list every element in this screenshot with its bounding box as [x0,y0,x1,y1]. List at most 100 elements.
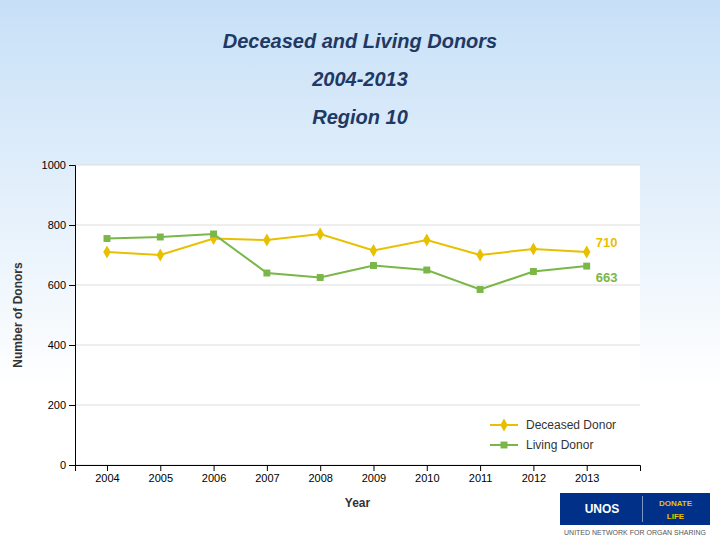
point [316,228,323,241]
grid-line [75,225,640,226]
y-axis-line [69,166,76,466]
x-tick: 2007 [255,465,279,484]
y-tick: 800 [48,219,75,231]
point [370,262,377,269]
logo-text: UNOS [585,502,620,516]
grid [75,165,640,465]
x-tick-label: 2005 [149,472,173,484]
legend-label: Deceased Donor [526,418,616,432]
point [317,274,324,281]
x-tick-label: 2012 [522,472,546,484]
x-tick: 2013 [575,465,599,484]
logo-text: DONATE [659,499,693,508]
x-tick: 2010 [415,465,439,484]
y-axis: 0 200 400 600 800 1000 [42,159,76,471]
logo: UNOSDONATELIFEUNITED NETWORK FOR ORGAN S… [560,493,710,536]
plot: 2004 2005 2006 2007 2008 2009 2010 2011 2012 2013… [42,159,641,484]
point [476,249,483,262]
x-tick-label: 2009 [362,472,386,484]
y-tick: 600 [48,279,75,291]
x-axis-title: Year [345,496,371,510]
x-axis-line [76,466,641,472]
x-tick-label: 2004 [95,472,119,484]
x-tick-label: 2006 [202,472,226,484]
point [157,249,164,262]
x-tick-label: 2007 [255,472,279,484]
subtitle: 2004-2013 [311,68,408,90]
y-tick: 0 [60,459,75,471]
x-tick: 2009 [362,465,386,484]
point [477,286,484,293]
legend-item: Deceased Donor [490,418,616,432]
legend-item: Living Donor [490,438,593,452]
y-tick-mark [69,405,75,406]
x-tick-mark [587,465,588,471]
y-tick-mark [69,225,75,226]
y-tick-label: 400 [48,339,66,351]
x-tick: 2008 [308,465,332,484]
y-tick-label: 600 [48,279,66,291]
data [103,228,590,293]
point [423,234,430,247]
series-line [107,234,587,255]
point [210,231,217,238]
logo-box [560,493,710,525]
x-tick: 2004 [95,465,119,484]
legend-marker [500,419,507,432]
grid-line [75,405,640,406]
x-tick-mark [533,465,534,471]
y-tick-label: 200 [48,399,66,411]
grid-line [75,165,640,166]
y-tick-mark [69,165,75,166]
point [263,234,270,247]
subtitle: Region 10 [312,106,408,128]
logo-divider [642,496,643,522]
legend-label: Living Donor [526,438,593,452]
chart: Deceased and Living Donors 2004-2013 Regio… [0,0,720,540]
x-tick-label: 2011 [469,472,493,484]
y-tick-label: 800 [48,219,66,231]
x-tick: 2011 [469,465,493,484]
x-tick-mark [107,465,108,471]
x-tick-mark [480,465,481,471]
y-tick-label: 0 [60,459,66,471]
point [530,243,537,256]
y-tick-label: 1000 [42,159,66,171]
end-label: 710 [596,235,618,250]
x-tick-mark [267,465,268,471]
legend-marker [501,442,508,449]
grid-line [75,345,640,346]
end-label: 663 [596,270,618,285]
x-tick-mark [427,465,428,471]
x-tick-label: 2008 [308,472,332,484]
x-axis: 2004 2005 2006 2007 2008 2009 2010 2011 2012 2013 [76,465,641,484]
point [583,246,590,259]
x-tick: 2006 [202,465,226,484]
y-tick: 400 [48,339,75,351]
point [423,267,430,274]
y-axis-title: Number of Donors [11,262,25,368]
x-tick-mark [160,465,161,471]
grid-line [75,285,640,286]
x-tick: 2012 [522,465,546,484]
x-tick-label: 2013 [575,472,599,484]
point [157,234,164,241]
x-tick-mark [320,465,321,471]
plot-background [75,165,640,465]
point [104,235,111,242]
series-line [107,234,587,290]
point [103,246,110,259]
x-tick-mark [373,465,374,471]
title: Deceased and Living Donors [223,30,498,52]
point [263,270,270,277]
x-tick: 2005 [149,465,173,484]
y-tick: 1000 [42,159,75,171]
x-tick-label: 2010 [415,472,439,484]
y-tick-mark [69,465,75,466]
y-tick: 200 [48,399,75,411]
y-tick-mark [69,285,75,286]
y-tick-mark [69,345,75,346]
point [530,268,537,275]
point [583,263,590,270]
legend: Deceased Donor Living Donor [490,418,616,452]
